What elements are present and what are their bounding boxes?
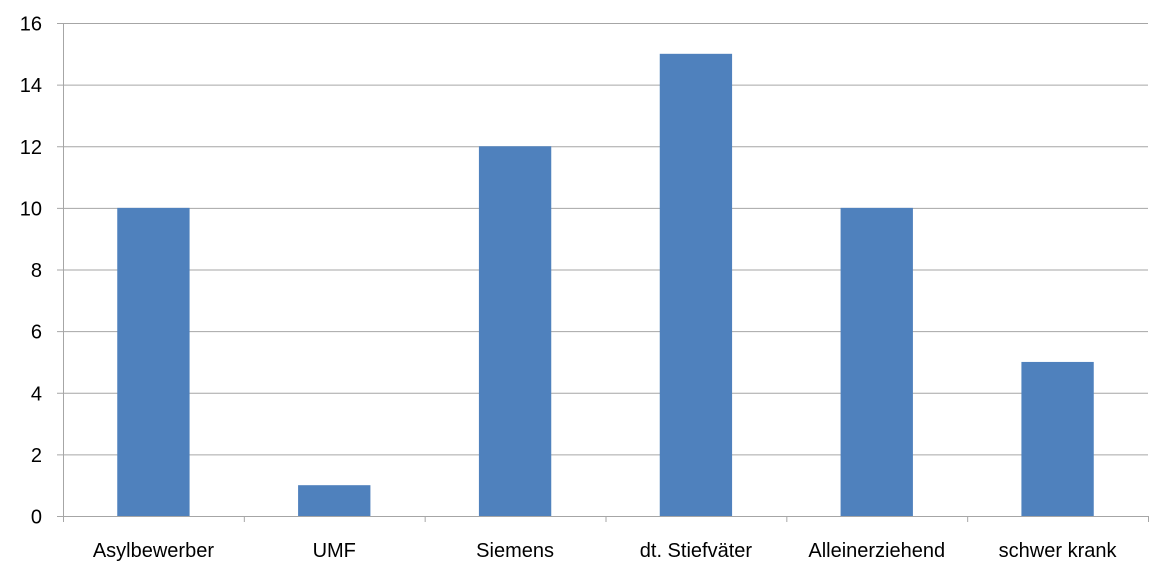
bar-schwer-krank	[1021, 361, 1094, 516]
category-label: schwer krank	[999, 540, 1118, 562]
gridlines	[63, 23, 1148, 456]
y-tick-label: 8	[31, 260, 42, 282]
axes	[57, 23, 1149, 522]
y-tick-label: 6	[31, 322, 42, 344]
category-label: Siemens	[476, 540, 554, 562]
y-tick-label: 12	[20, 137, 42, 159]
bar-alleinerziehend	[840, 207, 913, 516]
bar-umf	[298, 485, 371, 516]
y-tick-labels: 0 2 4 6 8 10 12 14 16	[20, 14, 42, 529]
category-label: dt. Stiefväter	[640, 540, 753, 562]
bar-siemens	[478, 146, 552, 516]
y-tick-label: 16	[20, 14, 42, 36]
y-tick-label: 0	[31, 507, 42, 529]
bar-asylbewerber	[117, 207, 190, 516]
bar-dt-stiefväter	[659, 53, 733, 516]
category-label: Alleinerziehend	[808, 540, 945, 562]
y-tick-label: 2	[31, 445, 42, 467]
category-label: Asylbewerber	[93, 540, 215, 562]
category-label: UMF	[313, 540, 356, 562]
bars	[117, 53, 1094, 516]
y-tick-label: 14	[20, 75, 42, 97]
y-tick-label: 4	[31, 383, 42, 405]
y-tick-label: 10	[20, 198, 42, 220]
category-labels: Asylbewerber UMF Siemens dt. Stiefväter Alle…	[93, 540, 1118, 562]
